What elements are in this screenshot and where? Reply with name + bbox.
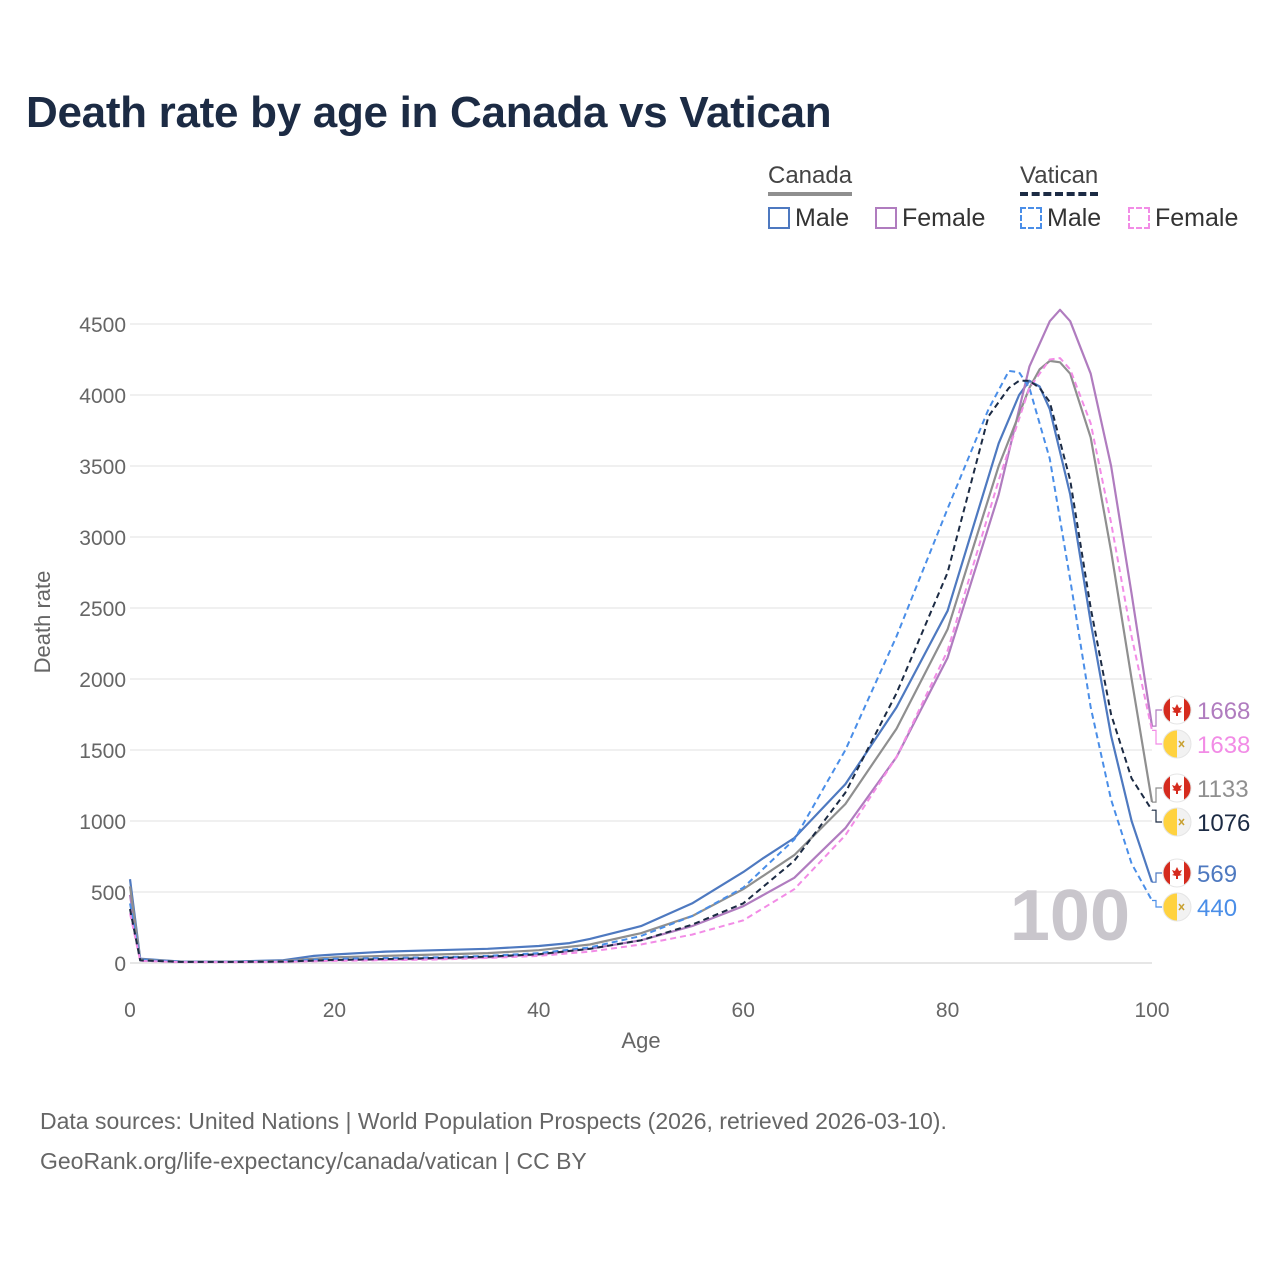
legend-group-vatican: Vatican — [1020, 162, 1099, 196]
y-tick-label-4500: 4500 — [79, 314, 126, 337]
y-tick-label-2500: 2500 — [79, 598, 126, 621]
end-label-connector — [1152, 872, 1162, 883]
legend-swatch — [875, 207, 897, 229]
end-value-vatican-female: 1638 — [1197, 732, 1250, 759]
series-line-vatican-both[interactable] — [129, 379, 1153, 963]
end-value-canada-both: 1133 — [1197, 776, 1249, 803]
end-label-connector — [1152, 709, 1162, 727]
y-axis-ticks: 0 500 1000 1500 2000 2500 3000 3500 4000 4500 — [79, 314, 126, 976]
legend-item-vatican-male[interactable]: Male — [1020, 204, 1101, 233]
canada-flag-icon — [1162, 695, 1192, 725]
y-tick-label-1500: 1500 — [79, 740, 126, 763]
end-labels: 1668 1638 1133 1076 569 440 — [1152, 695, 1250, 922]
x-axis-ticks: 0 20 40 60 80 100 — [124, 999, 1169, 1022]
grid-lines — [130, 323, 1152, 964]
y-axis-label: Death rate — [30, 571, 55, 674]
legend-item-label: Female — [1155, 204, 1239, 232]
legend-swatch — [1020, 207, 1042, 229]
y-tick-label-1000: 1000 — [79, 811, 126, 834]
legend-group-canada-label: Canada — [768, 162, 853, 189]
series-line-canada-both[interactable] — [128, 359, 1154, 963]
y-tick-label-2000: 2000 — [79, 669, 126, 692]
series-lines — [128, 308, 1154, 964]
canada-flag-icon — [1162, 858, 1192, 888]
legend-item-vatican-female[interactable]: Female — [1128, 204, 1238, 233]
series-line-canada-female[interactable] — [128, 308, 1154, 964]
x-axis-label: Age — [621, 1028, 660, 1053]
legend-canada-solid-swatch — [768, 192, 853, 196]
year-watermark: 100 — [1010, 876, 1130, 956]
x-tick-label-40: 40 — [527, 999, 550, 1022]
vatican-flag-icon — [1162, 807, 1192, 837]
x-tick-label-100: 100 — [1134, 999, 1169, 1022]
end-value-canada-female: 1668 — [1197, 698, 1250, 725]
legend-item-label: Male — [1047, 204, 1102, 232]
y-tick-label-3000: 3000 — [79, 527, 126, 550]
legend-vatican-dashed-swatch — [1020, 192, 1099, 196]
legend-item-label: Female — [902, 204, 986, 232]
chart-title: Death rate by age in Canada vs Vatican — [26, 88, 832, 137]
vatican-flag-icon — [1162, 892, 1192, 922]
legend-group-vatican-label: Vatican — [1020, 162, 1099, 189]
canada-flag-icon — [1162, 773, 1192, 803]
legend-item-label: Male — [795, 204, 850, 232]
series-line-canada-male[interactable] — [128, 379, 1154, 963]
end-value-canada-male: 569 — [1197, 861, 1237, 888]
y-tick-label-3500: 3500 — [79, 456, 126, 479]
legend-swatch — [1128, 207, 1150, 229]
end-label-connector — [1152, 899, 1162, 908]
end-label-connector — [1152, 729, 1162, 745]
legend-item-canada-female[interactable]: Female — [875, 204, 985, 233]
end-label-connector — [1152, 809, 1162, 823]
legend-group-canada: Canada — [768, 162, 853, 196]
end-value-vatican-male: 440 — [1197, 895, 1237, 922]
end-value-vatican-both: 1076 — [1197, 810, 1250, 837]
y-tick-label-0: 0 — [114, 953, 126, 976]
x-tick-label-20: 20 — [323, 999, 346, 1022]
series-line-vatican-male[interactable] — [129, 369, 1153, 963]
vatican-flag-icon — [1162, 729, 1192, 759]
footer-credit: GeoRank.org/life-expectancy/canada/vatic… — [40, 1148, 587, 1174]
y-tick-label-4000: 4000 — [79, 385, 126, 408]
legend-swatch — [768, 207, 790, 229]
x-tick-label-80: 80 — [936, 999, 959, 1022]
y-tick-label-500: 500 — [91, 882, 126, 905]
x-tick-label-60: 60 — [732, 999, 755, 1022]
series-line-vatican-female[interactable] — [129, 357, 1153, 964]
legend-item-canada-male[interactable]: Male — [768, 204, 849, 233]
footer-source: Data sources: United Nations | World Pop… — [40, 1108, 947, 1134]
x-tick-label-0: 0 — [124, 999, 136, 1022]
end-label-connector — [1152, 787, 1162, 803]
